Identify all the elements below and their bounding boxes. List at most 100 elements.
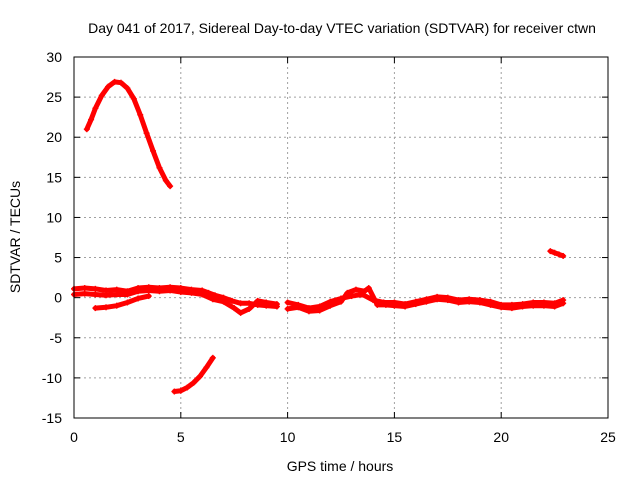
data-point <box>124 85 131 92</box>
data-point <box>476 299 483 306</box>
x-tick-label: 10 <box>280 429 296 445</box>
data-point <box>530 302 537 309</box>
data-point <box>560 300 567 307</box>
x-tick-label: 20 <box>493 429 509 445</box>
data-point <box>246 300 253 307</box>
x-tick-label: 0 <box>70 429 78 445</box>
data-point <box>137 111 144 118</box>
data-point <box>508 305 515 312</box>
data-point <box>551 249 558 256</box>
data-point <box>423 298 430 305</box>
data-point <box>220 298 227 305</box>
data-point <box>327 302 334 309</box>
data-point <box>88 116 95 123</box>
data-point <box>391 302 398 309</box>
data-point <box>338 298 344 305</box>
data-point <box>162 177 169 184</box>
data-point <box>237 309 244 316</box>
data-point <box>171 388 178 395</box>
data-point <box>284 305 291 312</box>
data-point <box>92 105 99 112</box>
x-tick-label: 5 <box>177 429 185 445</box>
series-line <box>71 284 280 309</box>
data-point <box>145 293 152 300</box>
data-point <box>540 302 547 309</box>
y-axis-label: SDTVAR / TECUs <box>7 181 23 293</box>
y-tick-label: 5 <box>54 250 62 266</box>
data-point <box>167 287 174 294</box>
data-point <box>103 304 110 311</box>
data-point <box>487 301 494 308</box>
data-point <box>361 288 368 295</box>
data-point <box>444 297 451 304</box>
y-tick-label: 30 <box>46 49 62 65</box>
series-line <box>547 248 566 259</box>
data-point <box>237 300 244 307</box>
y-tick-label: -15 <box>42 410 62 426</box>
y-tick-label: 25 <box>46 89 62 105</box>
data-point <box>246 305 253 312</box>
data-point <box>124 291 131 298</box>
y-tick-label: 15 <box>46 169 62 185</box>
data-point <box>284 299 291 306</box>
data-point <box>348 293 355 300</box>
plot-frame <box>73 56 609 419</box>
data-point <box>124 299 131 306</box>
series-line <box>84 79 173 189</box>
data-point <box>190 379 197 386</box>
data-point <box>197 373 204 380</box>
y-tick-labels: -15 -10 -5 0 5 10 15 20 25 30 <box>42 49 62 426</box>
data-point <box>135 288 142 295</box>
x-tick-label: 25 <box>600 429 616 445</box>
data-point <box>135 295 142 302</box>
data-point <box>434 296 441 303</box>
x-tick-label: 15 <box>387 429 403 445</box>
x-axis-label: GPS time / hours <box>287 458 394 474</box>
data-point <box>519 303 526 310</box>
data-point <box>156 288 163 295</box>
data-point <box>145 287 152 294</box>
data-point <box>156 164 163 171</box>
data-point <box>167 183 174 190</box>
data-points <box>71 78 567 395</box>
data-point <box>209 354 216 361</box>
data-point <box>113 302 120 309</box>
data-point <box>177 289 184 296</box>
data-point <box>184 384 191 391</box>
data-point <box>551 303 558 310</box>
data-point <box>382 301 389 308</box>
series-line <box>171 355 216 395</box>
data-point <box>254 297 261 304</box>
data-point <box>374 301 381 308</box>
axis-ticks <box>73 56 609 419</box>
data-point <box>555 251 562 258</box>
data-point <box>98 92 105 99</box>
y-tick-label: 0 <box>54 290 62 306</box>
data-point <box>455 299 462 306</box>
data-point <box>150 147 157 154</box>
data-point <box>105 83 112 90</box>
data-point <box>365 285 372 292</box>
x-tick-labels: 0 5 10 15 20 25 <box>70 429 616 445</box>
data-point <box>231 305 238 312</box>
data-point <box>263 299 270 306</box>
data-point <box>117 79 124 86</box>
data-point <box>352 286 359 293</box>
data-point <box>560 252 567 259</box>
data-point <box>402 303 409 310</box>
y-tick-label: 20 <box>46 129 62 145</box>
data-point <box>344 289 351 296</box>
data-point <box>203 364 210 371</box>
data-point <box>103 292 110 299</box>
y-tick-label: -5 <box>50 330 63 346</box>
data-point <box>177 387 184 394</box>
data-point <box>412 301 419 308</box>
data-point <box>199 291 206 298</box>
data-point <box>229 297 236 304</box>
data-point <box>295 304 302 311</box>
data-point <box>92 285 99 292</box>
data-point <box>92 291 99 298</box>
data-point <box>305 308 312 315</box>
data-point <box>209 296 216 303</box>
